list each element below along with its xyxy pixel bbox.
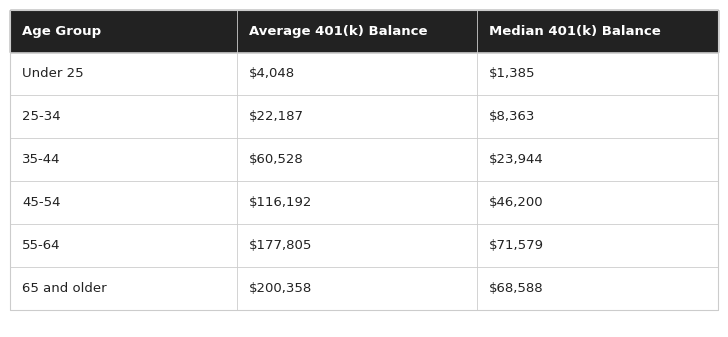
Text: $68,588: $68,588 — [489, 282, 544, 295]
Text: $23,944: $23,944 — [489, 153, 544, 166]
Text: Median 401(k) Balance: Median 401(k) Balance — [489, 25, 661, 37]
Text: $177,805: $177,805 — [248, 239, 312, 252]
Text: $116,192: $116,192 — [248, 196, 312, 209]
Text: Average 401(k) Balance: Average 401(k) Balance — [248, 25, 427, 37]
Text: 35-44: 35-44 — [22, 153, 60, 166]
Text: $60,528: $60,528 — [248, 153, 304, 166]
Text: $71,579: $71,579 — [489, 239, 545, 252]
Text: 55-64: 55-64 — [22, 239, 60, 252]
Text: $1,385: $1,385 — [489, 67, 536, 80]
Text: 65 and older: 65 and older — [22, 282, 106, 295]
Text: $200,358: $200,358 — [248, 282, 312, 295]
Text: 25-34: 25-34 — [22, 110, 60, 123]
Text: 45-54: 45-54 — [22, 196, 60, 209]
Text: $46,200: $46,200 — [489, 196, 544, 209]
Text: $8,363: $8,363 — [489, 110, 536, 123]
Bar — [10, 10, 718, 310]
Text: $22,187: $22,187 — [248, 110, 304, 123]
Text: $4,048: $4,048 — [248, 67, 295, 80]
Text: Age Group: Age Group — [22, 25, 101, 37]
Text: Under 25: Under 25 — [22, 67, 84, 80]
